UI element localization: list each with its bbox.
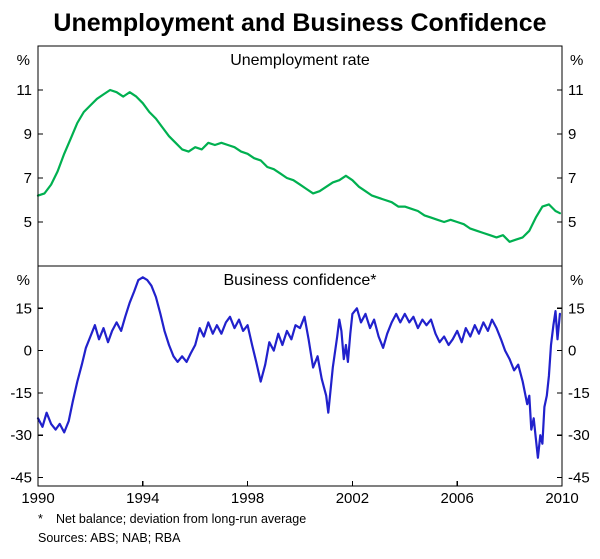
y-axis-label-right: 0 [568, 343, 576, 360]
unit-label-left: % [17, 52, 30, 69]
x-axis-label: 1990 [21, 490, 54, 507]
footnote-marker: * [38, 512, 43, 526]
unit-label-right: % [570, 272, 583, 289]
series-line-unemployment-rate [36, 88, 562, 243]
y-axis-label-right: 11 [568, 82, 584, 99]
x-axis-label: 1994 [126, 490, 159, 507]
chart-canvas: 11 11 9 9 7 7 5 5% % Unemployment rate 15 15 0 0 -15 -1… [10, 45, 590, 507]
x-axis-label: 2002 [336, 490, 369, 507]
chart-figure: Unemployment and Business Confidence 11 1… [0, 8, 600, 546]
sources-line: Sources: ABS; NAB; RBA [38, 530, 181, 545]
x-axis-label: 2006 [441, 490, 474, 507]
y-axis-label-left: 0 [24, 343, 32, 360]
series-line-business-confidence [36, 276, 562, 459]
y-axis-label-left: -30 [10, 427, 32, 444]
y-axis-label-right: 15 [568, 300, 585, 317]
y-axis-label-left: 7 [24, 170, 32, 187]
y-axis-label-right: 9 [568, 126, 576, 143]
y-axis-label-right: -15 [568, 385, 590, 402]
y-axis-label-left: 9 [24, 126, 32, 143]
y-axis-label-left: -45 [10, 470, 32, 487]
y-axis-label-left: -15 [10, 385, 32, 402]
y-axis-label-right: 5 [568, 214, 576, 231]
panel-title: Business confidence* [224, 272, 377, 289]
x-axis-label: 2010 [545, 490, 578, 507]
y-axis-label-right: -45 [568, 470, 590, 487]
y-axis-label-right: -30 [568, 427, 590, 444]
y-axis-label-right: 7 [568, 170, 576, 187]
unit-label-left: % [17, 272, 30, 289]
chart-title: Unemployment and Business Confidence [53, 9, 547, 37]
y-axis-label-left: 5 [24, 214, 32, 231]
unit-label-right: % [570, 52, 583, 69]
x-axis-label: 1998 [231, 490, 264, 507]
panel-title: Unemployment rate [230, 52, 370, 69]
footnote: * Net balance; deviation from long-run a… [38, 512, 600, 528]
y-axis-label-left: 11 [16, 82, 32, 99]
chart-notes: * Net balance; deviation from long-run a… [0, 512, 600, 546]
footnote-text: Net balance; deviation from long-run ave… [56, 512, 307, 526]
y-axis-label-left: 15 [15, 300, 32, 317]
